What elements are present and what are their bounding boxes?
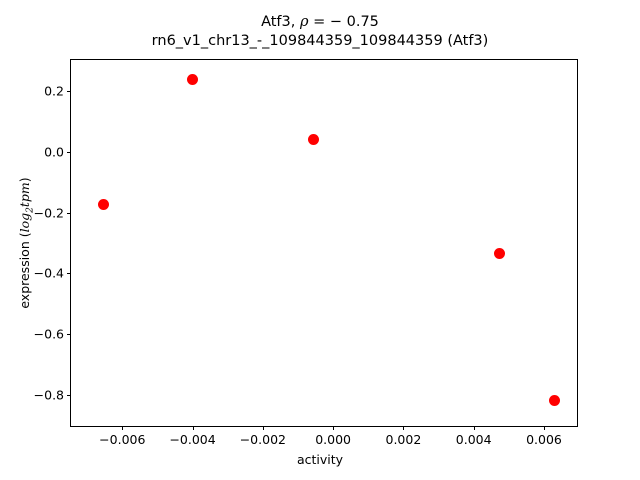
x-axis-tick-label: 0.006 (526, 432, 562, 447)
y-axis-tick-label: 0.2 (44, 83, 64, 99)
y-axis-tick (67, 152, 71, 154)
y-axis-tick (67, 394, 71, 396)
scatter-point (494, 247, 506, 259)
x-axis-tick-label: −0.004 (169, 432, 216, 447)
scatter-point (549, 395, 561, 407)
y-axis-tick-label: −0.4 (33, 265, 64, 281)
x-axis-tick (262, 426, 264, 430)
y-axis-label-tpm: tpm (17, 182, 32, 208)
title-line-1: Atf3, ρ = − 0.75 (0, 13, 640, 32)
x-axis-tick (473, 426, 475, 430)
plot-axes-frame: −0.006 −0.004 −0.002 0.000 0.002 0.004 0.006 0.… (34, 59, 578, 447)
title-gene-label: Atf3, (261, 14, 300, 30)
y-axis-tick (67, 273, 71, 275)
y-axis-label-wrapper: expression (log2tpm) (17, 59, 44, 427)
x-axis-tick (122, 426, 124, 430)
x-axis-tick-label: 0.004 (455, 432, 492, 447)
y-axis-label-math: log2tpm (17, 182, 36, 233)
y-axis-tick-label: −0.2 (33, 205, 64, 221)
x-axis-tick (333, 426, 335, 430)
y-axis-tick-label: 0.0 (44, 144, 64, 160)
y-axis-label-suffix: ) (17, 177, 32, 183)
x-axis-tick (543, 426, 545, 430)
title-line-2: rn6_v1_chr13_-_109844359_109844359 (Atf3… (151, 33, 489, 49)
y-axis-label: expression (log2tpm) (14, 59, 36, 427)
y-axis-tick-label: −0.8 (33, 387, 64, 403)
x-axis-tick-label: −0.006 (99, 432, 146, 447)
x-axis-tick-label: 0.000 (315, 432, 352, 447)
scatter-point (307, 134, 319, 146)
x-axis-tick (192, 426, 194, 430)
y-axis-label-subscript: 2 (25, 207, 36, 213)
y-axis-tick (67, 212, 71, 214)
rho-symbol: ρ (299, 14, 309, 30)
y-axis-tick (67, 91, 71, 93)
plot-title: Atf3, ρ = − 0.75 rn6_v1_chr13_-_10984435… (0, 13, 640, 51)
scatter-point (98, 198, 110, 210)
x-axis-tick-label: −0.002 (239, 432, 286, 447)
y-axis-label-log: log (17, 212, 32, 233)
scatter-point (187, 74, 199, 86)
plot-area (71, 60, 577, 426)
x-axis-label: activity (296, 452, 344, 467)
rho-value: = − 0.75 (308, 14, 379, 30)
y-axis-tick (67, 333, 71, 335)
x-axis-tick-label: 0.002 (385, 432, 422, 447)
y-axis-label-prefix: expression ( (17, 232, 32, 309)
x-axis-tick (403, 426, 405, 430)
y-axis-tick-label: −0.6 (33, 326, 64, 342)
